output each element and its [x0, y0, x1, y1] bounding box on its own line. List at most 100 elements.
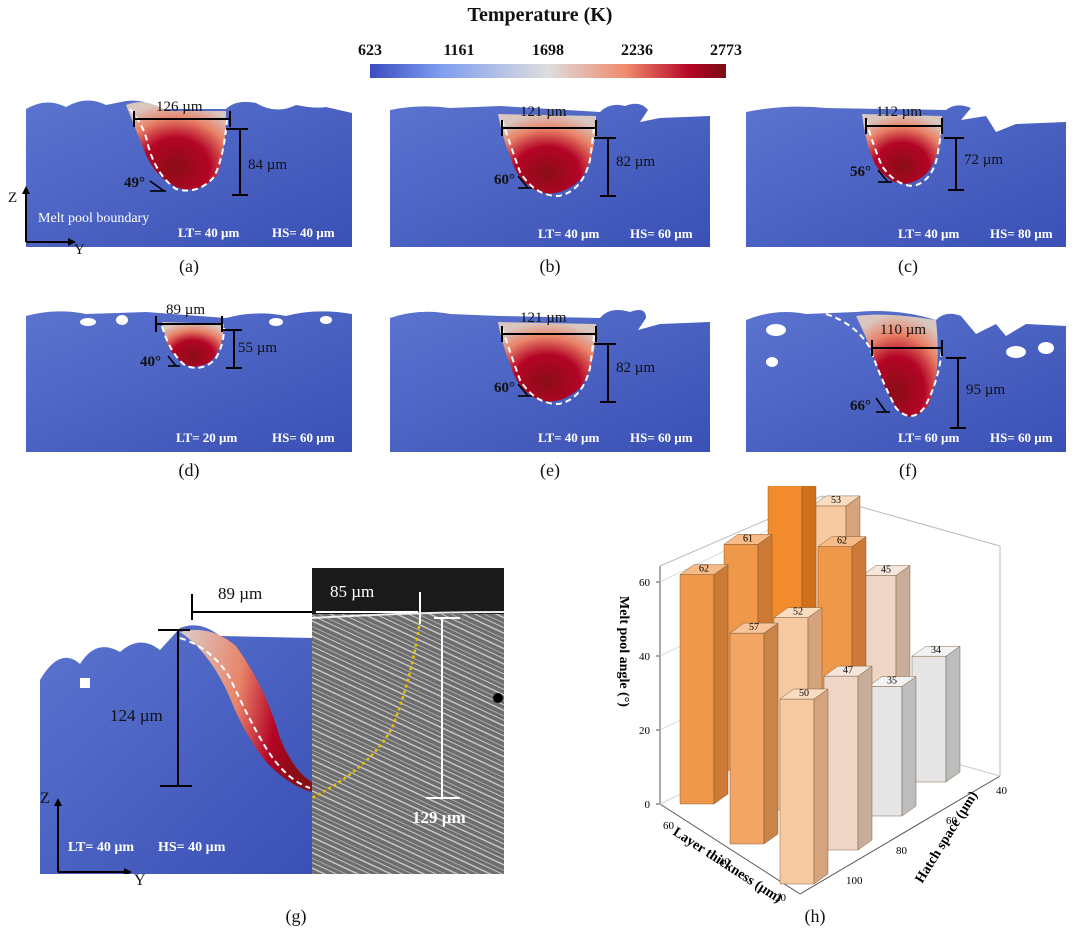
layer-thickness-label: LT= 40 µm [538, 226, 600, 241]
panel-a-caption: (a) [179, 256, 199, 276]
bar-top-face [817, 536, 867, 547]
layer-thickness-label: LT= 40 µm [178, 225, 240, 240]
y-axis-label: Y [134, 872, 146, 889]
panel-b-image [390, 103, 710, 247]
bar-top-face [867, 676, 917, 687]
panel-c-caption: (c) [898, 256, 918, 276]
panel-h-caption: (h) [804, 906, 826, 926]
colorbar-title: Temperature (K) [467, 4, 613, 26]
bar-front-face [823, 675, 859, 851]
bar-side-face [857, 665, 873, 851]
melt-pool-width: 121 µm [520, 104, 567, 120]
z-tick-label: 60 [639, 577, 651, 589]
melt-pool-width: 126 µm [156, 99, 203, 115]
bar: 62 [679, 564, 729, 805]
melt-pool-width: 121 µm [520, 310, 567, 326]
melt-pool-angle: 66° [850, 398, 871, 414]
bar-value-label: 57 [749, 622, 759, 633]
layer-thickness-label: LT= 40 µm [898, 226, 960, 241]
bar-value-label: 52 [793, 607, 803, 618]
z-tick-label: 40 [639, 651, 651, 663]
bar-side-face [713, 564, 729, 805]
bar-top-face [723, 534, 773, 545]
bar-front-face [911, 655, 947, 783]
bar-chart-3d: 0 20 40 60 60 40 20 40 60 80 100 Melt pool angle (°… [616, 473, 1008, 906]
panel-b: 121 µm 82 µm 60° LT= 40 µm HS= 60 µm [390, 100, 710, 247]
z-tick-label: 20 [639, 725, 651, 737]
exp-depth-label: 129 µm [412, 808, 466, 827]
hatch-space-label: HS= 60 µm [630, 430, 693, 445]
exp-width-label: 85 µm [330, 582, 375, 601]
layer-thickness-label: LT= 40 µm [538, 430, 600, 445]
sim-width-label: 89 µm [218, 584, 263, 603]
hatch-space-tick-label: 40 [996, 785, 1008, 797]
panel-b-caption: (b) [539, 256, 561, 276]
melt-pool-angle: 49° [124, 175, 145, 191]
melt-pool-angle: 60° [494, 380, 515, 396]
melt-pool-boundary-label: Melt pool boundary [38, 211, 150, 226]
panel-e: 121 µm 82 µm 60° LT= 40 µm HS= 60 µm [390, 304, 710, 452]
bar-value-label: 61 [743, 533, 753, 544]
panel-d: 89 µm 55 µm 40° LT= 20 µm HS= 60 µm [26, 302, 352, 452]
melt-pool-width: 112 µm [876, 104, 923, 120]
bar-value-label: 34 [931, 645, 941, 656]
bar-side-face [945, 645, 961, 783]
layer-thickness-tick-label: 20 [775, 892, 787, 904]
panel-h: 0 20 40 60 60 40 20 40 60 80 100 Melt pool angle (°… [600, 473, 1070, 906]
colorbar-tick: 1698 [532, 42, 564, 59]
colorbar-tick: 1161 [443, 42, 475, 59]
hatch-space-axis-line [799, 775, 1001, 895]
bar-top-face [861, 565, 911, 576]
panel-c-image [746, 105, 1066, 247]
melt-pool-depth: 82 µm [616, 154, 656, 170]
bar-value-label: 35 [887, 676, 897, 687]
sim-depth-label: 124 µm [110, 706, 163, 725]
z-axis-title: Melt pool angle (°) [616, 596, 631, 707]
panel-g-caption: (g) [285, 906, 307, 926]
z-tick-label: 0 [645, 799, 651, 811]
melt-pool-angle: 56° [850, 164, 871, 180]
bar-side-face [813, 688, 829, 885]
panel-g: 89 µm 85 µm 124 µm 129 µm Z Y LT= 40 µm … [40, 568, 505, 889]
hatch-space-label: HS= 60 µm [990, 430, 1053, 445]
melt-pool-width: 89 µm [166, 302, 206, 318]
hatch-space-label: HS= 40 µm [158, 840, 226, 855]
panel-f-caption: (f) [899, 460, 917, 480]
bar-side-face [901, 676, 917, 817]
panel-a-image [26, 100, 352, 247]
panel-c: 112 µm 72 µm 56° LT= 40 µm HS= 80 µm [746, 100, 1066, 247]
melt-pool-depth: 55 µm [238, 340, 278, 356]
melt-pool-width: 110 µm [880, 322, 927, 338]
bar: 50 [779, 688, 829, 885]
bar-top-face [811, 495, 861, 507]
bar-front-face [679, 574, 715, 805]
hatch-space-label: HS= 80 µm [990, 226, 1053, 241]
hatch-space-tick-label: 100 [846, 875, 863, 887]
panel-d-image [26, 311, 352, 452]
bar: 34 [911, 645, 961, 783]
melt-pool-depth: 84 µm [248, 157, 288, 173]
colorbar [370, 64, 726, 78]
bar: 57 [729, 622, 779, 845]
melt-pool-angle: 40° [140, 354, 161, 370]
bar-top-face [679, 564, 729, 575]
bar-top-face [729, 622, 779, 634]
layer-thickness-label: LT= 20 µm [176, 430, 238, 445]
hatch-space-label: HS= 60 µm [272, 430, 335, 445]
hatch-space-label: HS= 40 µm [272, 225, 335, 240]
panel-g-image [40, 568, 505, 876]
bar: 47 [823, 665, 873, 851]
bar-value-label: 50 [799, 688, 809, 699]
hatch-space-tick-label: 60 [946, 815, 958, 827]
melt-pool-angle: 60° [494, 172, 515, 188]
melt-pool-depth: 82 µm [616, 360, 656, 376]
bar-front-face [729, 632, 765, 845]
bar-top-face [911, 645, 961, 657]
bar-value-label: 53 [831, 495, 841, 506]
layer-thickness-label: LT= 40 µm [68, 840, 135, 855]
bar-front-face [779, 698, 815, 885]
colorbar-tick: 623 [358, 42, 382, 59]
layer-thickness-axis-line [659, 803, 801, 895]
panel-f: 110 µm 95 µm 66° LT= 60 µm HS= 60 µm [746, 304, 1066, 452]
z-axis-label: Z [40, 790, 50, 807]
